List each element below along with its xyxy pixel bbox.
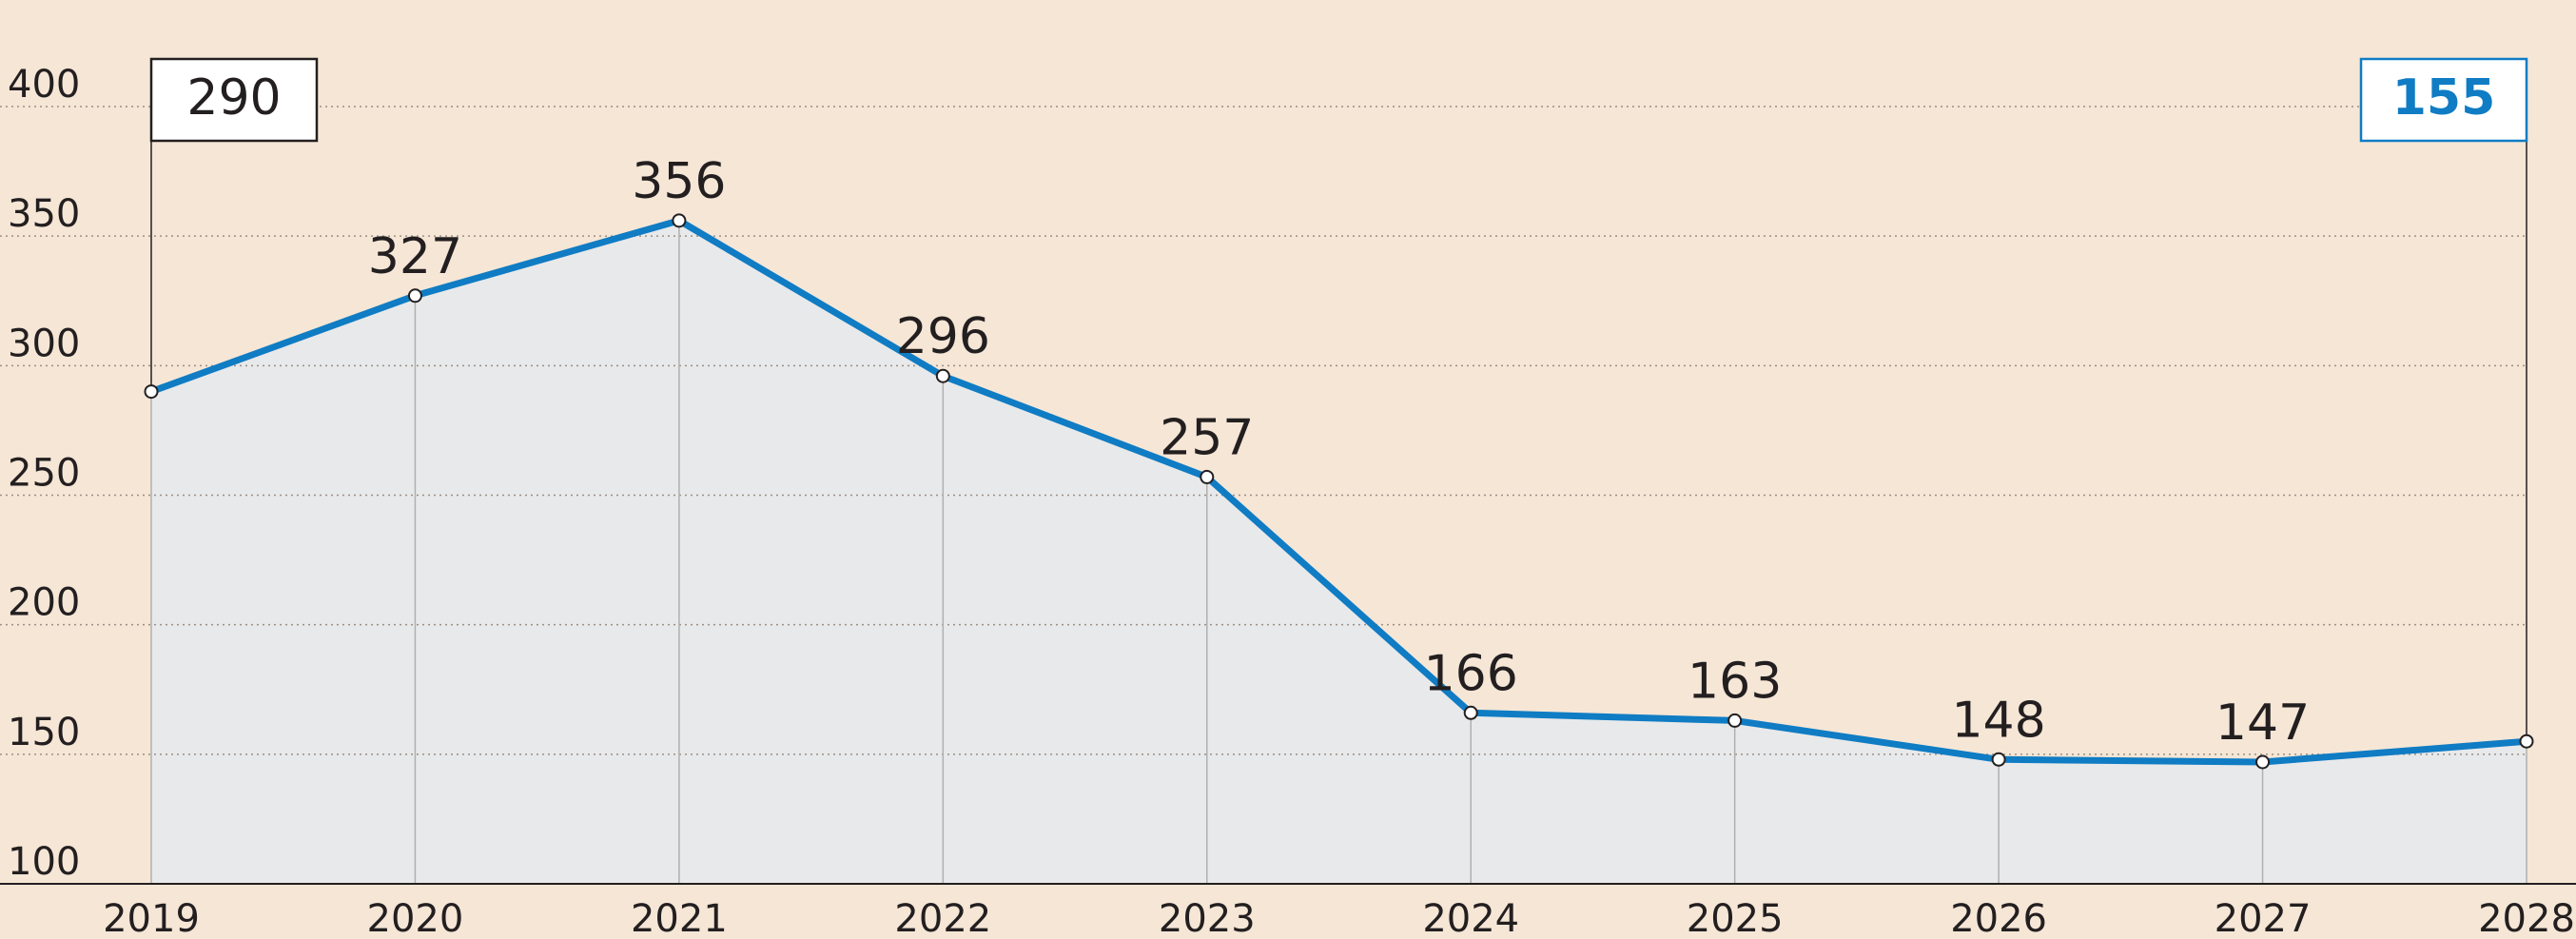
point	[2519, 734, 2534, 749]
label-box	[2359, 57, 2528, 143]
y-tick-label: 400	[8, 63, 80, 107]
label-box	[149, 57, 319, 143]
point	[407, 288, 422, 303]
y-tick-label: 200	[8, 581, 80, 625]
point	[2255, 754, 2271, 770]
point	[935, 368, 950, 383]
x-tick-label: 2023	[1159, 897, 1256, 939]
value-label: 290	[186, 69, 281, 127]
value-label: 148	[1951, 692, 2045, 749]
y-tick-label: 100	[8, 840, 80, 884]
value-label: 163	[1688, 653, 1782, 710]
y-tick-label: 350	[8, 192, 80, 236]
x-tick-label: 2019	[103, 897, 200, 939]
x-tick-label: 2020	[367, 897, 464, 939]
value-label: 327	[368, 228, 462, 285]
x-tick-label: 2024	[1422, 897, 1519, 939]
y-tick-label: 250	[8, 452, 80, 496]
x-tick-label: 2022	[894, 897, 991, 939]
y-tick-label: 300	[8, 322, 80, 365]
point	[1727, 713, 1743, 728]
x-tick-label: 2028	[2478, 897, 2575, 939]
y-tick-label: 150	[8, 711, 80, 754]
point	[1991, 752, 2006, 767]
x-tick-label: 2025	[1687, 897, 1784, 939]
x-tick-label: 2026	[1950, 897, 2047, 939]
line	[149, 217, 2527, 766]
point	[144, 384, 159, 400]
point	[1200, 469, 1215, 484]
value-label: 296	[896, 308, 990, 365]
value-label: 257	[1160, 409, 1254, 466]
value-label: 166	[1424, 645, 1518, 702]
point	[1463, 705, 1478, 720]
x-tick-label: 2021	[631, 897, 728, 939]
value-label: 155	[2392, 69, 2496, 127]
value-label: 356	[632, 153, 726, 210]
x-tick-label: 2027	[2215, 897, 2312, 939]
value-label: 147	[2215, 694, 2310, 752]
area	[151, 220, 2527, 884]
point	[672, 213, 687, 228]
